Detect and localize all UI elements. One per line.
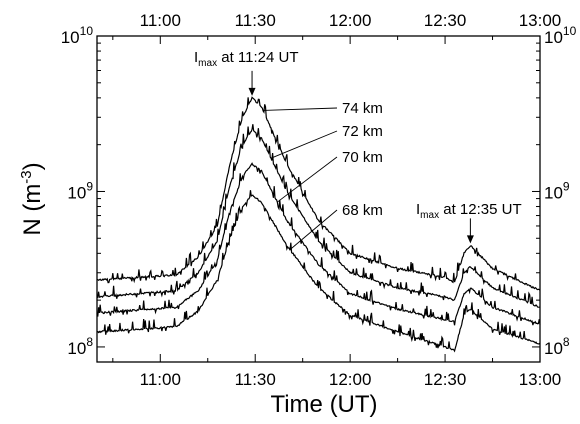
y-tick-label-right: 109 <box>544 179 570 202</box>
y-tick-label-left: 1010 <box>61 24 94 47</box>
x-tick-label-bottom: 11:30 <box>235 370 276 389</box>
series-line-74-km <box>96 96 541 291</box>
x-tick-label-top: 11:00 <box>140 11 181 30</box>
annotation-layer: 74 km 72 km 70 km 68 km Imax at 11:24 UT Imax… <box>194 49 522 250</box>
series-label: 70 km <box>342 149 383 166</box>
imax-arrow-head <box>248 87 256 96</box>
series-label: 72 km <box>342 123 383 140</box>
series-callout-line <box>270 130 338 159</box>
y-tick-label-right: 108 <box>544 335 570 358</box>
x-tick-label-top: 11:30 <box>235 11 276 30</box>
tick-layer: 11:00 11:00 11:30 11:30 12:00 12:00 12:30 12:30… <box>61 11 577 389</box>
series-callout-line <box>289 209 338 250</box>
imax-label: Imax at 12:35 UT <box>416 201 522 221</box>
imax-label: Imax at 11:24 UT <box>194 49 299 69</box>
y-axis-title-exponent: -3 <box>18 170 35 183</box>
series-label: 74 km <box>342 100 383 117</box>
series-line-72-km <box>96 124 541 308</box>
imax-arrow-head <box>466 235 474 244</box>
series-line-70-km <box>96 162 541 326</box>
x-axis-title: Time (UT) <box>270 391 377 418</box>
x-tick-label-bottom: 11:00 <box>140 370 181 389</box>
x-tick-label-top: 12:00 <box>329 11 372 30</box>
y-tick-label-left: 109 <box>67 179 93 202</box>
y-tick-label-left: 108 <box>67 335 93 358</box>
y-axis-title: N (m-3) <box>18 162 46 235</box>
y-tick-label-right: 1010 <box>544 24 577 47</box>
x-tick-label-top: 13:00 <box>519 11 562 30</box>
series-label: 68 km <box>342 202 383 219</box>
x-tick-label-bottom: 12:00 <box>329 370 372 389</box>
series-callout-line <box>277 156 338 203</box>
series-callout-line <box>263 107 338 111</box>
x-tick-label-bottom: 12:30 <box>424 370 467 389</box>
x-tick-label-bottom: 13:00 <box>519 370 562 389</box>
series-layer <box>96 96 541 353</box>
x-tick-label-top: 12:30 <box>424 11 467 30</box>
series-line-68-km <box>96 190 541 353</box>
